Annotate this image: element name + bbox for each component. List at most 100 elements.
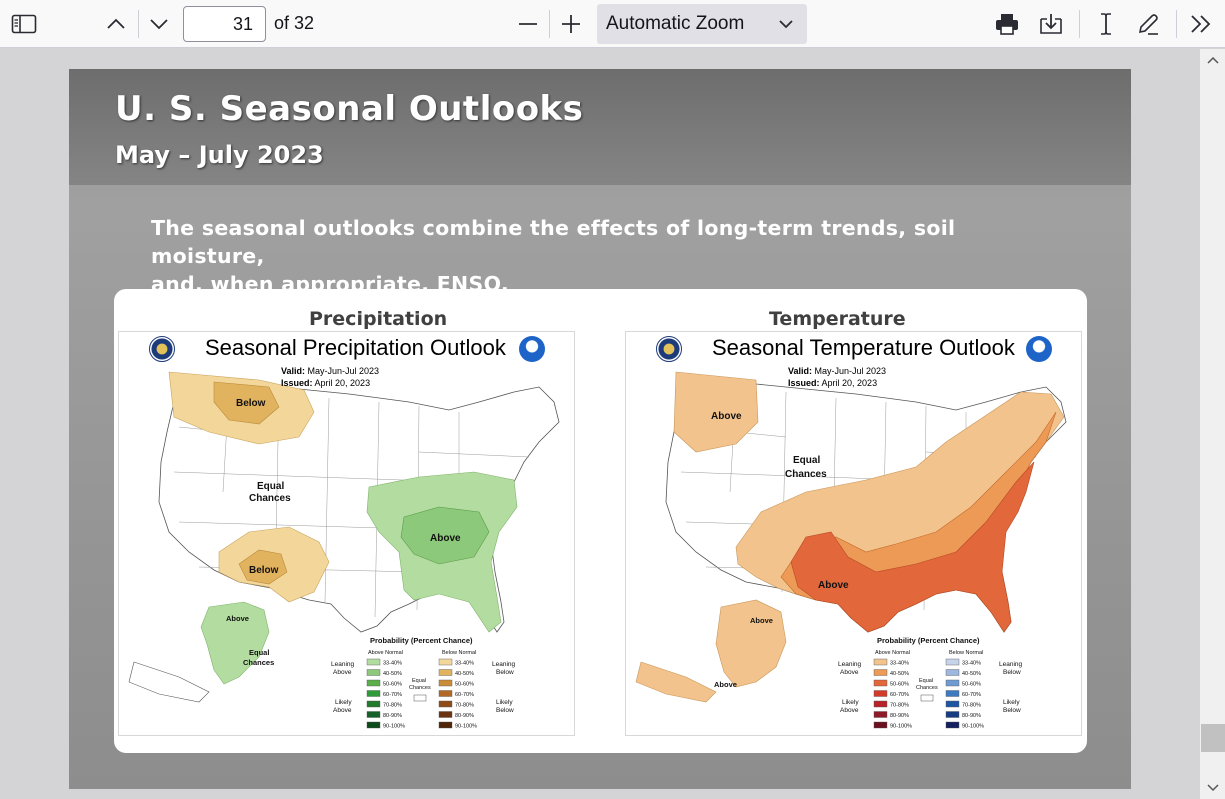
scrollbar-thumb[interactable] xyxy=(1201,724,1225,752)
outlook-maps-panel: Precipitation xyxy=(114,289,1087,753)
zoom-select[interactable]: Automatic Zoom xyxy=(597,4,807,44)
legend-below-swatch xyxy=(945,679,960,687)
temp-label-above-nw: Above xyxy=(711,411,742,422)
precip-label-equal-line1: Equal xyxy=(257,481,284,492)
download-icon[interactable] xyxy=(1034,0,1068,48)
precip-map-title: Seasonal Precipitation Outlook xyxy=(205,335,506,360)
legend-range-label: 33-40% xyxy=(455,661,474,667)
precip-label-above-se: Above xyxy=(430,533,461,544)
legend-above-swatch xyxy=(366,690,381,697)
legend-leaning-below: Leaning xyxy=(999,661,1023,668)
legend-range-label: 70-80% xyxy=(455,703,474,709)
text-select-icon[interactable] xyxy=(1089,0,1123,48)
slide-subtitle: May – July 2023 xyxy=(115,141,324,169)
sidebar-toggle-icon[interactable] xyxy=(6,0,42,48)
vertical-scrollbar[interactable] xyxy=(1200,49,1225,799)
page-count-label: of 32 xyxy=(274,13,315,33)
temp-label-above-ak1: Above xyxy=(750,616,773,625)
next-page-icon[interactable] xyxy=(143,0,175,48)
legend-below-swatch xyxy=(438,679,453,687)
temp-label-equal-line1: Equal xyxy=(793,455,820,466)
precip-valid-issued: Valid: May-Jun-Jul 2023 Issued: April 20… xyxy=(281,365,379,389)
legend-below-swatch xyxy=(438,711,453,718)
scroll-up-icon[interactable] xyxy=(1200,49,1225,71)
more-tools-icon[interactable] xyxy=(1184,0,1218,48)
legend-above-normal: Above Normal xyxy=(368,650,403,656)
zoom-select-value: Automatic Zoom xyxy=(606,13,745,34)
temp-above-nw-region xyxy=(673,371,759,453)
legend-below-swatch xyxy=(438,669,453,676)
precip-label-equal-ak1: Equal xyxy=(249,648,269,657)
chevron-down-icon xyxy=(779,4,793,44)
temp-label-equal-line2: Chances xyxy=(785,469,827,480)
temp-label-above-ak2: Above xyxy=(714,680,737,689)
temp-legend: Probability (Percent Chance) Above Norma… xyxy=(838,636,1023,730)
legend-below-swatch xyxy=(945,721,960,729)
valid-label: Valid: xyxy=(281,366,306,376)
legend-above-swatch xyxy=(873,669,888,676)
legend-range-label: 40-50% xyxy=(383,671,402,677)
issued-label: Issued: xyxy=(281,378,313,388)
legend-below-swatch xyxy=(438,690,453,697)
precip-label-below-sw: Below xyxy=(249,565,279,576)
valid-label: Valid: xyxy=(788,366,813,376)
legend-below-swatch xyxy=(438,658,453,666)
legend-range-label: 40-50% xyxy=(890,671,909,677)
legend-range-label: 60-70% xyxy=(455,692,474,698)
precip-below-nw-core xyxy=(213,381,280,425)
pdf-toolbar: 31 of 32 Automatic Zoom xyxy=(0,0,1225,48)
valid-value: May-Jun-Jul 2023 xyxy=(814,366,887,376)
legend-above-swatch xyxy=(873,690,888,697)
legend-range-label: 60-70% xyxy=(890,692,909,698)
legend-range-label: 70-80% xyxy=(890,703,909,709)
legend-below-swatch xyxy=(945,711,960,718)
legend-equal2: Chances xyxy=(916,685,938,691)
legend-below-swatch xyxy=(945,658,960,666)
slide-title: U. S. Seasonal Outlooks xyxy=(115,89,584,129)
pdf-viewer[interactable]: U. S. Seasonal Outlooks May – July 2023 … xyxy=(0,49,1200,799)
legend-likely-above2: Above xyxy=(840,707,859,714)
issued-value: April 20, 2023 xyxy=(821,378,878,388)
precip-map-graphic: Below Equal Chances Above Below Above Eq… xyxy=(128,371,560,730)
legend-range-label: 33-40% xyxy=(962,661,981,667)
zoom-out-icon[interactable] xyxy=(512,0,544,48)
print-icon[interactable] xyxy=(990,0,1024,48)
legend-above-swatch xyxy=(366,658,381,666)
legend-above-swatch xyxy=(366,700,381,708)
toolbar-separator xyxy=(549,10,550,38)
banner-divider xyxy=(69,185,1131,197)
noaa-logo-icon xyxy=(519,336,545,362)
slide-intro-text: The seasonal outlooks combine the effect… xyxy=(151,214,1051,298)
legend-leaning-above2: Above xyxy=(333,669,352,676)
intro-line: The seasonal outlooks combine the effect… xyxy=(151,216,956,268)
zoom-in-icon[interactable] xyxy=(555,0,587,48)
previous-page-icon[interactable] xyxy=(100,0,132,48)
legend-range-label: 50-60% xyxy=(383,682,402,688)
legend-range-label: 60-70% xyxy=(962,692,981,698)
legend-range-label: 40-50% xyxy=(962,671,981,677)
draw-pen-icon[interactable] xyxy=(1131,0,1165,48)
legend-below-swatch xyxy=(945,700,960,708)
temp-label-above-south: Above xyxy=(818,580,849,591)
legend-range-label: 90-100% xyxy=(962,724,984,730)
legend-below-swatch xyxy=(945,690,960,697)
legend-leaning-above: Leaning xyxy=(838,661,862,668)
legend-likely-below2: Below xyxy=(1003,707,1021,714)
legend-range-label: 90-100% xyxy=(890,724,912,730)
legend-range-label: 70-80% xyxy=(962,703,981,709)
legend-range-label: 90-100% xyxy=(455,724,477,730)
legend-equal1: Equal xyxy=(919,678,933,684)
temperature-heading: Temperature xyxy=(769,308,906,330)
scroll-down-icon[interactable] xyxy=(1200,777,1225,799)
legend-above-swatch xyxy=(873,700,888,708)
legend-likely-below2: Below xyxy=(496,707,514,714)
legend-range-label: 90-100% xyxy=(383,724,405,730)
precip-label-above-ak: Above xyxy=(226,614,249,623)
legend-range-label: 33-40% xyxy=(383,661,402,667)
issued-label: Issued: xyxy=(788,378,820,388)
legend-above-swatch xyxy=(366,711,381,718)
legend-range-label: 50-60% xyxy=(890,682,909,688)
legend-below-swatch xyxy=(945,669,960,676)
page-number-input[interactable]: 31 xyxy=(183,6,266,42)
precipitation-outlook-map: Below Equal Chances Above Below Above Eq… xyxy=(118,331,575,736)
